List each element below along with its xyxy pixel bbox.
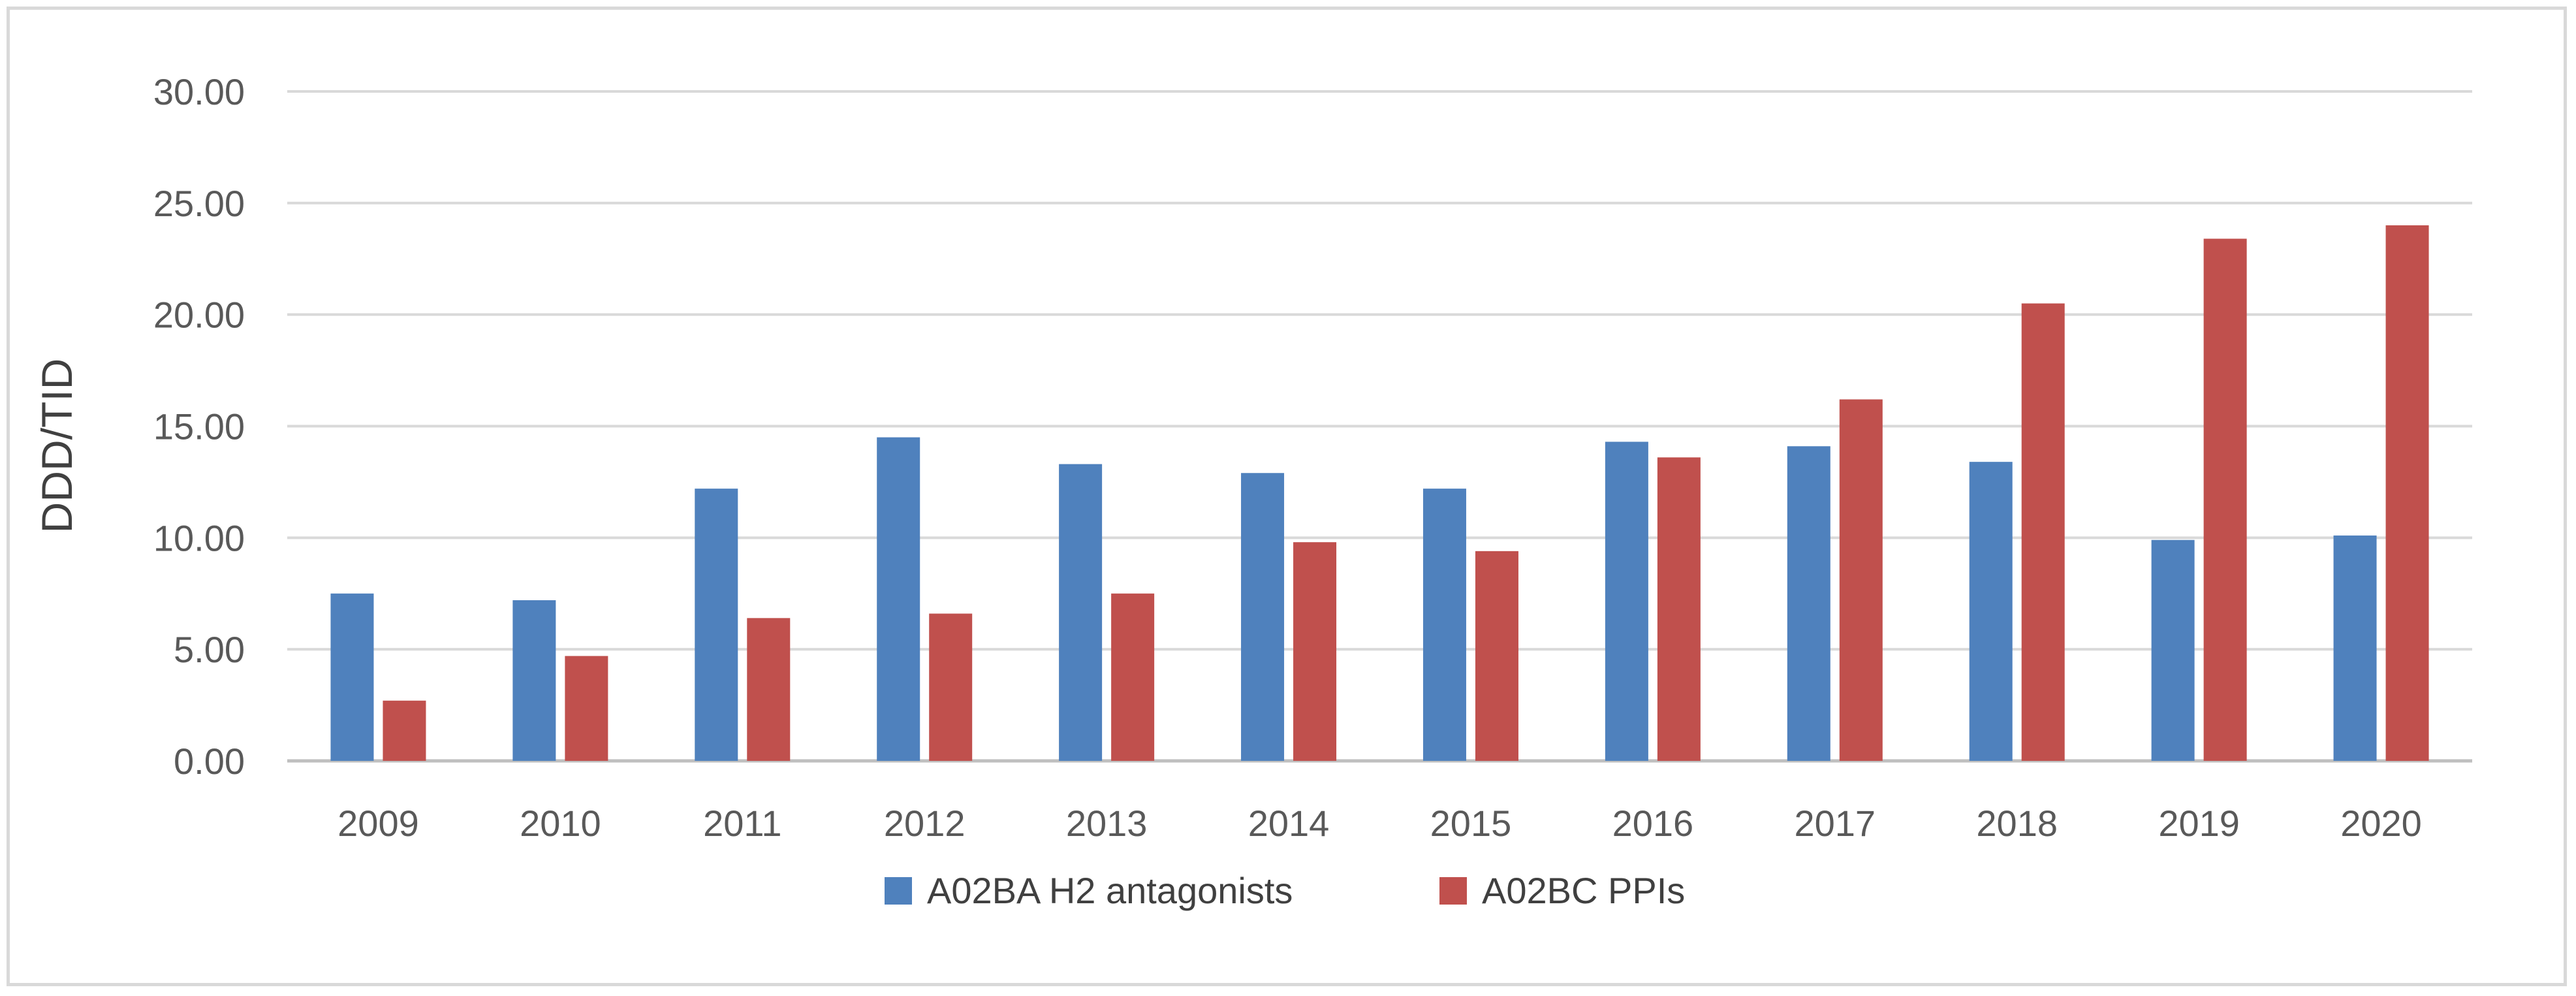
gridlines (287, 90, 2472, 763)
legend-item-h2-antagonists: A02BA H2 antagonists (885, 870, 1293, 911)
x-tick-label: 2010 (520, 803, 601, 844)
y-tick-label: 5.00 (174, 629, 245, 670)
bar-ppis-2020 (2385, 225, 2429, 761)
bar-ppis-2017 (1839, 399, 1883, 761)
y-tick-label: 15.00 (153, 406, 245, 447)
bar-ppis-2009 (383, 700, 426, 761)
bar-h2-antagonists-2009 (330, 593, 374, 761)
bar-ppis-2013 (1111, 593, 1155, 761)
y-tick-label: 30.00 (153, 71, 245, 112)
y-tick-label: 20.00 (153, 295, 245, 336)
x-tick-label: 2020 (2340, 803, 2422, 844)
bar-h2-antagonists-2017 (1787, 446, 1830, 761)
bar-ppis-2014 (1293, 542, 1337, 761)
bar-h2-antagonists-2016 (1605, 442, 1648, 761)
y-axis-title: DDD/TID (33, 359, 81, 534)
x-tick-label: 2015 (1430, 803, 1512, 844)
x-tick-label: 2012 (884, 803, 966, 844)
x-tick-label: 2017 (1795, 803, 1876, 844)
legend-label: A02BC PPIs (1482, 870, 1685, 911)
y-tick-label: 0.00 (174, 741, 245, 782)
bar-ppis-2018 (2021, 303, 2065, 761)
bar-h2-antagonists-2018 (1969, 462, 2013, 761)
x-tick-label: 2019 (2158, 803, 2240, 844)
x-tick-label: 2016 (1612, 803, 1694, 844)
x-tick-label: 2009 (338, 803, 419, 844)
x-tick-label: 2014 (1248, 803, 1330, 844)
bar-h2-antagonists-2020 (2333, 535, 2377, 761)
bar-h2-antagonists-2013 (1059, 464, 1103, 761)
bars (330, 225, 2429, 761)
y-tick-label: 10.00 (153, 517, 245, 558)
x-tick-label: 2018 (1976, 803, 2058, 844)
bar-h2-antagonists-2015 (1422, 489, 1466, 761)
bar-ppis-2010 (565, 656, 608, 761)
x-axis-ticks: 2009 2010 2011 2012 2013 2014 2015 2016 2017 2018… (338, 803, 2422, 844)
bar-ppis-2015 (1475, 551, 1518, 761)
legend-label: A02BA H2 antagonists (927, 870, 1293, 911)
legend-swatch (885, 877, 912, 905)
bar-h2-antagonists-2012 (877, 437, 920, 761)
bar-ppis-2016 (1657, 457, 1701, 761)
x-tick-label: 2011 (703, 803, 781, 844)
x-tick-label: 2013 (1066, 803, 1148, 844)
legend-swatch (1439, 877, 1467, 905)
legend: A02BA H2 antagonists A02BC PPIs (885, 870, 1685, 911)
y-axis-ticks: 0.00 5.00 10.00 15.00 20.00 25.00 30.00 (153, 71, 245, 782)
bar-h2-antagonists-2014 (1241, 473, 1285, 761)
bar-ppis-2019 (2203, 238, 2247, 761)
chart-frame: 0.00 5.00 10.00 15.00 20.00 25.00 30.00 2009 20… (7, 7, 2567, 986)
bar-h2-antagonists-2010 (512, 600, 556, 761)
legend-item-ppis: A02BC PPIs (1439, 870, 1685, 911)
bar-ppis-2012 (929, 613, 973, 761)
bar-h2-antagonists-2011 (695, 489, 738, 761)
bar-h2-antagonists-2019 (2151, 539, 2195, 761)
y-tick-label: 25.00 (153, 183, 245, 224)
bar-ppis-2011 (747, 618, 791, 761)
